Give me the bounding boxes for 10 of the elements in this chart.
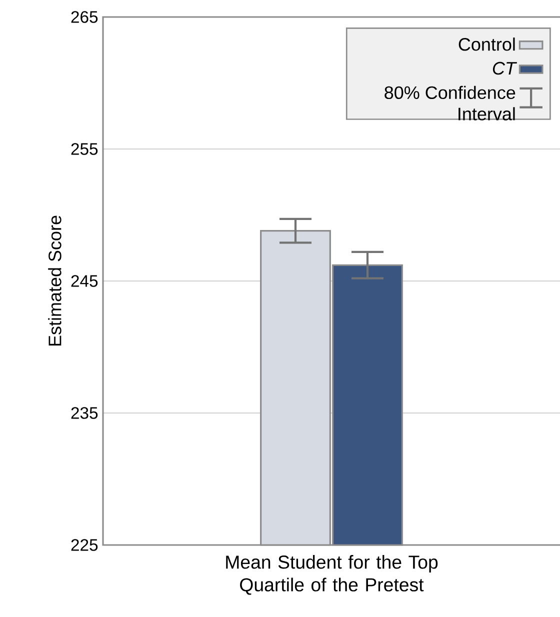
legend-label: Control: [458, 38, 515, 51]
legend-label: CT: [492, 62, 518, 75]
y-axis-title: Estimated Score: [48, 216, 62, 346]
y-tick-label: 225: [71, 539, 98, 551]
y-tick-label: 245: [71, 275, 98, 287]
y-tick-label: 235: [71, 407, 98, 419]
y-tick-label: 255: [71, 143, 98, 155]
x-tick-label: Mean Student for the Top Quartile of the Pretest: [226, 555, 438, 595]
annotation: 80% Confidence Interval: [384, 86, 516, 120]
y-tick-label: 265: [71, 11, 98, 23]
